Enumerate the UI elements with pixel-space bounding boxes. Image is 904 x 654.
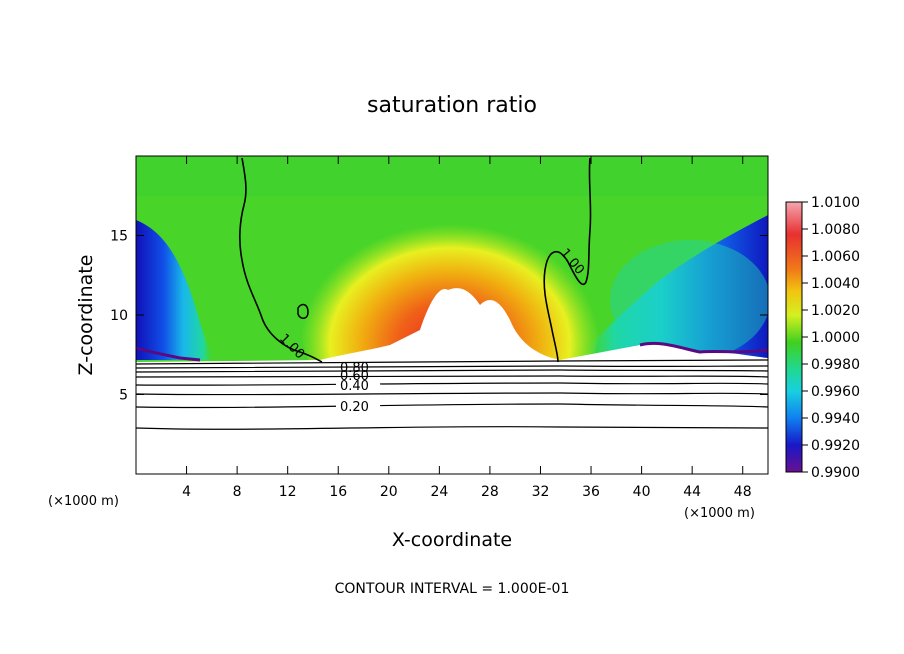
contour-interval-note: CONTOUR INTERVAL = 1.000E-01 (335, 581, 570, 597)
x-tick-label: 28 (481, 484, 499, 500)
field-cyan-right (610, 240, 768, 360)
contour-lower-6 (136, 392, 768, 396)
colorbar-label: 1.0040 (811, 276, 860, 292)
x-tick-label: 20 (380, 484, 398, 500)
x-axis-ticks: 4 8 12 16 20 24 28 32 36 40 44 48 (182, 156, 752, 500)
field-cold-left (136, 220, 215, 360)
contour-label-3: 0.80 (340, 361, 369, 376)
colorbar-label: 0.9980 (811, 357, 860, 373)
x-tick-label: 4 (182, 484, 191, 500)
x-tick-label: 48 (734, 484, 752, 500)
contour-1.00-left (239, 157, 323, 363)
contour-lower-7 (136, 403, 768, 409)
contour-label-5: 0.40 (340, 379, 369, 394)
x-tick-label: 36 (582, 484, 600, 500)
contour-label-6: 0.20 (340, 400, 369, 415)
colorbar-label: 1.0000 (811, 330, 860, 346)
colorbar-gradient (785, 201, 803, 473)
colorbar-label: 0.9940 (811, 411, 860, 427)
contour-lower-8 (136, 426, 768, 430)
colorbar-ticks: 1.0100 1.0080 1.0060 1.0040 1.0020 1.0000 0.99… (802, 195, 860, 481)
y-axis-ticks: 5 10 15 (110, 229, 768, 404)
colorbar-label: 0.9920 (811, 438, 860, 454)
contour-lower-1 (136, 359, 768, 365)
colorbar-label: 0.9900 (811, 465, 860, 481)
plot-area (136, 156, 768, 474)
terrain-fringe-right (639, 341, 768, 354)
field-cold-right (575, 215, 768, 360)
x-unit-left: (×1000 m) (48, 494, 119, 509)
terrain-fringe-left (136, 346, 201, 362)
y-axis-label: Z-coordinate (75, 255, 97, 376)
y-tick-label: 15 (110, 229, 128, 245)
x-tick-label: 32 (532, 484, 550, 500)
colorbar-label: 1.0060 (811, 249, 860, 265)
colorbar-label: 1.0080 (811, 222, 860, 238)
x-tick-label: 40 (633, 484, 651, 500)
x-tick-label: 44 (683, 484, 701, 500)
contour-1.00-island (297, 303, 309, 319)
x-tick-label: 24 (430, 484, 448, 500)
contour-lower-5 (136, 382, 768, 386)
x-tick-label: 16 (329, 484, 347, 500)
chart-title: saturation ratio (367, 93, 537, 118)
colorbar-label: 1.0020 (811, 303, 860, 319)
y-tick-label: 10 (110, 308, 128, 324)
contour-label-4: 0.60 (340, 369, 369, 384)
contour-lower-3 (136, 369, 768, 373)
colorbar: 1.0100 1.0080 1.0060 1.0040 1.0020 1.0000 0.99… (785, 195, 860, 481)
contour-1.00-right (543, 157, 592, 363)
contour-lower-2 (136, 365, 768, 369)
x-tick-label: 12 (279, 484, 297, 500)
colorbar-label: 1.0100 (811, 195, 860, 211)
x-axis-label: X-coordinate (392, 529, 512, 551)
x-unit-right: (×1000 m) (684, 506, 755, 521)
contour-lower-4 (136, 375, 768, 378)
field-upper-band (136, 156, 768, 196)
colorbar-label: 0.9960 (811, 384, 860, 400)
x-tick-label: 8 (233, 484, 242, 500)
y-tick-label: 5 (119, 388, 128, 404)
